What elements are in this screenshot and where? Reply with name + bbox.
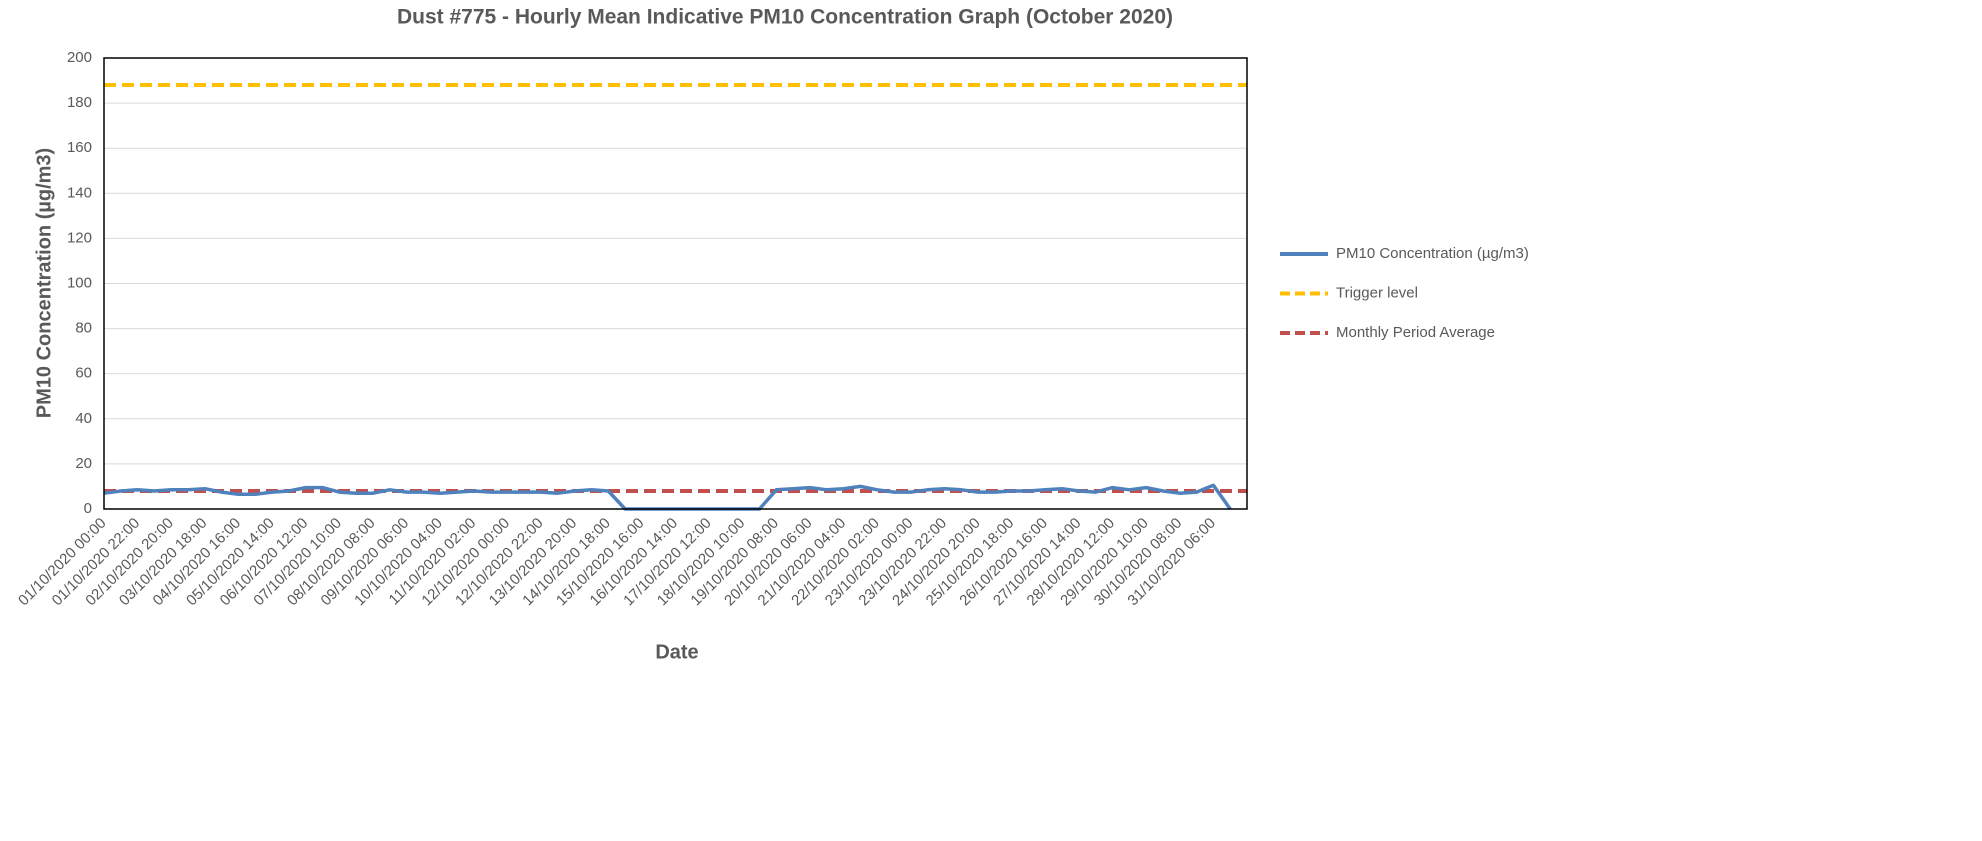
y-axis-title: PM10 Concentration (µg/m3)	[33, 148, 55, 418]
plot-border	[103, 57, 1248, 510]
legend-label: PM10 Concentration (µg/m3)	[1336, 245, 1529, 262]
y-tick-label: 60	[75, 365, 92, 382]
y-tick-label: 200	[67, 49, 92, 66]
y-tick-label: 0	[84, 500, 92, 517]
y-tick-label: 160	[67, 139, 92, 156]
y-tick-label: 100	[67, 274, 92, 291]
y-tick-label: 140	[67, 184, 92, 201]
y-tick-label: 80	[75, 320, 92, 337]
y-tick-label: 180	[67, 94, 92, 111]
legend-label: Monthly Period Average	[1336, 324, 1495, 341]
y-tick-label: 120	[67, 229, 92, 246]
x-axis-title: Date	[655, 641, 698, 663]
legend-label: Trigger level	[1336, 284, 1418, 301]
y-tick-label: 20	[75, 455, 92, 472]
y-tick-label: 40	[75, 410, 92, 427]
data-line	[103, 483, 1232, 511]
chart-title: Dust #775 - Hourly Mean Indicative PM10 …	[397, 6, 1173, 29]
